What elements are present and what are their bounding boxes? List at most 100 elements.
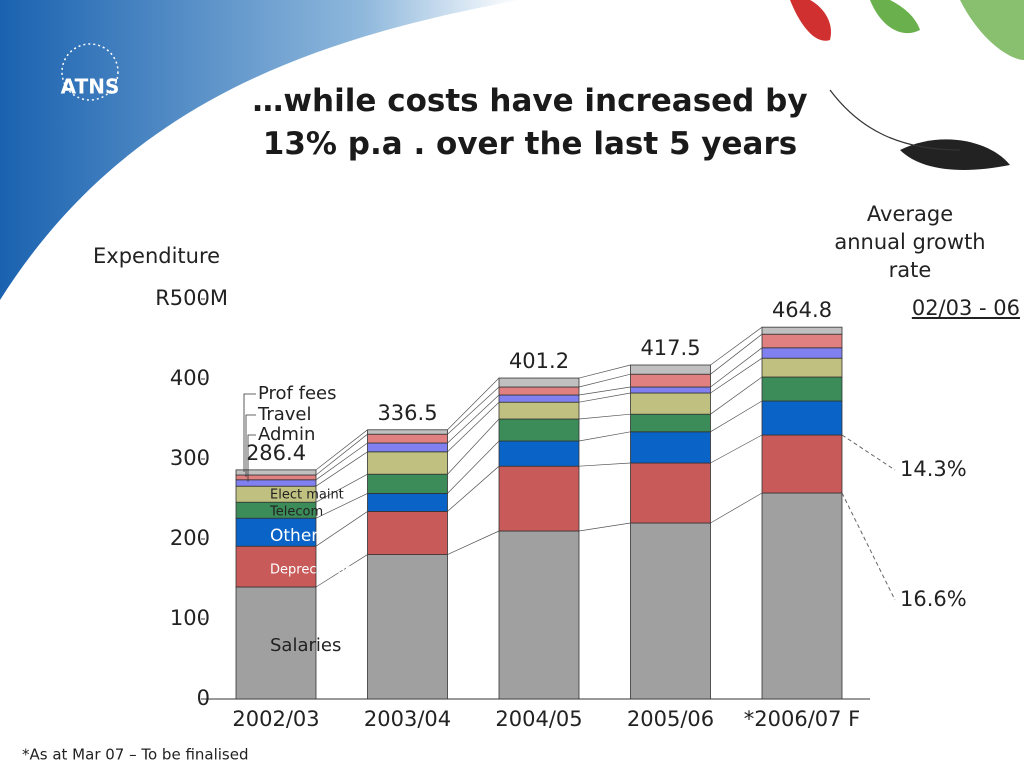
connector <box>710 376 763 415</box>
x-tick-label: *2006/07 F <box>744 707 861 731</box>
total-label: 401.2 <box>509 349 569 373</box>
connector <box>315 433 368 476</box>
bar-segment <box>367 473 448 494</box>
legend-leader <box>243 393 256 472</box>
connector <box>315 473 368 503</box>
leaf <box>960 0 1024 60</box>
x-tick-label: 2002/03 <box>232 707 319 731</box>
growth-rate: 16.6% <box>900 587 967 611</box>
legend-label: Admin <box>258 424 315 445</box>
bar-segment <box>367 492 448 512</box>
bar-segment <box>630 373 711 388</box>
legend-label: Elect maint <box>270 488 344 503</box>
curve <box>829 89 961 151</box>
connector <box>447 418 500 475</box>
annotation-leader <box>841 492 896 601</box>
growth-header: Average annual growth rate 02/03 - 06 <box>800 200 1020 322</box>
connector <box>447 465 500 512</box>
connector <box>710 357 763 394</box>
connector <box>447 440 500 494</box>
connector <box>710 347 763 388</box>
bar-segment <box>498 377 580 388</box>
connector <box>710 434 763 464</box>
y-axis-title: Expenditure <box>93 244 220 268</box>
bar-segment <box>630 522 711 700</box>
bar-segment <box>367 429 448 435</box>
legend-label: Salaries <box>270 635 341 656</box>
growth-period: 02/03 - 06 <box>911 296 1020 320</box>
y-tick-label: 300 <box>170 446 210 470</box>
y-tick-label: 100 <box>170 606 210 630</box>
bar-segment <box>498 394 580 403</box>
legend-label: Travel <box>257 404 312 425</box>
logo-ring <box>61 43 119 101</box>
connector <box>315 442 368 481</box>
bar-segment <box>761 333 843 349</box>
connector <box>447 401 500 453</box>
connector <box>578 462 631 467</box>
connector <box>578 373 631 388</box>
connector <box>447 377 500 431</box>
connector <box>447 530 500 555</box>
connector <box>315 554 368 588</box>
connector <box>315 429 368 471</box>
footnote: *As at Mar 07 – To be finalised <box>22 746 249 764</box>
y-tick-label: R500M <box>155 286 228 310</box>
growth-title: Average annual growth rate <box>834 202 986 282</box>
leaf <box>900 139 1010 170</box>
connector <box>578 522 631 532</box>
legend-label: Other <box>270 526 318 546</box>
bar-segment <box>498 440 580 467</box>
slide-title: …while costs have increased by 13% p.a .… <box>252 83 808 162</box>
connector <box>710 492 763 524</box>
legend-leader <box>247 434 256 482</box>
total-label: 336.5 <box>377 401 437 425</box>
bar-segment <box>498 465 580 532</box>
bar-segment <box>761 326 843 335</box>
connector <box>710 326 763 366</box>
bar-segment <box>367 433 448 444</box>
bar-segment <box>498 418 580 442</box>
bar-segment <box>235 517 317 547</box>
connector <box>578 392 631 403</box>
connector <box>447 386 500 435</box>
bar-segment <box>367 442 448 453</box>
connector <box>315 493 368 519</box>
logo: ATNS <box>61 75 120 99</box>
bar-segment <box>630 392 711 415</box>
bar-segment <box>761 357 843 378</box>
bar-segment <box>761 492 843 700</box>
connector <box>315 511 368 547</box>
y-tick-label: 0 <box>197 686 210 710</box>
bar-segment <box>630 431 711 464</box>
bar-segment <box>630 386 711 394</box>
total-label: 417.5 <box>640 336 700 360</box>
bar-segment <box>498 530 580 700</box>
leaf <box>870 0 920 34</box>
connector <box>578 386 631 396</box>
bar-segment <box>498 386 580 396</box>
bar-segment <box>367 554 448 700</box>
bar-segment <box>498 401 580 420</box>
leaf <box>790 0 831 41</box>
bar-segment <box>761 434 843 494</box>
connector <box>315 451 368 487</box>
x-tick-label: 2004/05 <box>495 707 582 731</box>
bar-segment <box>761 376 843 402</box>
x-tick-label: 2005/06 <box>627 707 714 731</box>
swoosh <box>0 0 520 300</box>
bar-segment <box>761 347 843 359</box>
bar-segment <box>630 413 711 433</box>
legend-label: Prof fees <box>258 383 336 404</box>
bar-segment <box>367 451 448 475</box>
legend-leader <box>245 414 256 477</box>
total-label: 286.4 <box>246 441 306 465</box>
total-label: 464.8 <box>772 298 832 322</box>
connector <box>578 431 631 442</box>
bar-segment <box>235 469 317 476</box>
connector <box>710 400 763 433</box>
growth-rate: 14.3% <box>900 457 967 481</box>
bar-segment <box>235 586 317 700</box>
